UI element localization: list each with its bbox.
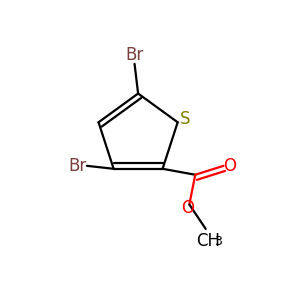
Text: CH: CH [196,232,220,250]
Text: Br: Br [125,46,144,64]
Text: S: S [180,110,190,128]
Text: O: O [224,157,236,175]
Text: 3: 3 [214,236,221,248]
Text: O: O [181,199,194,217]
Text: Br: Br [68,157,86,175]
